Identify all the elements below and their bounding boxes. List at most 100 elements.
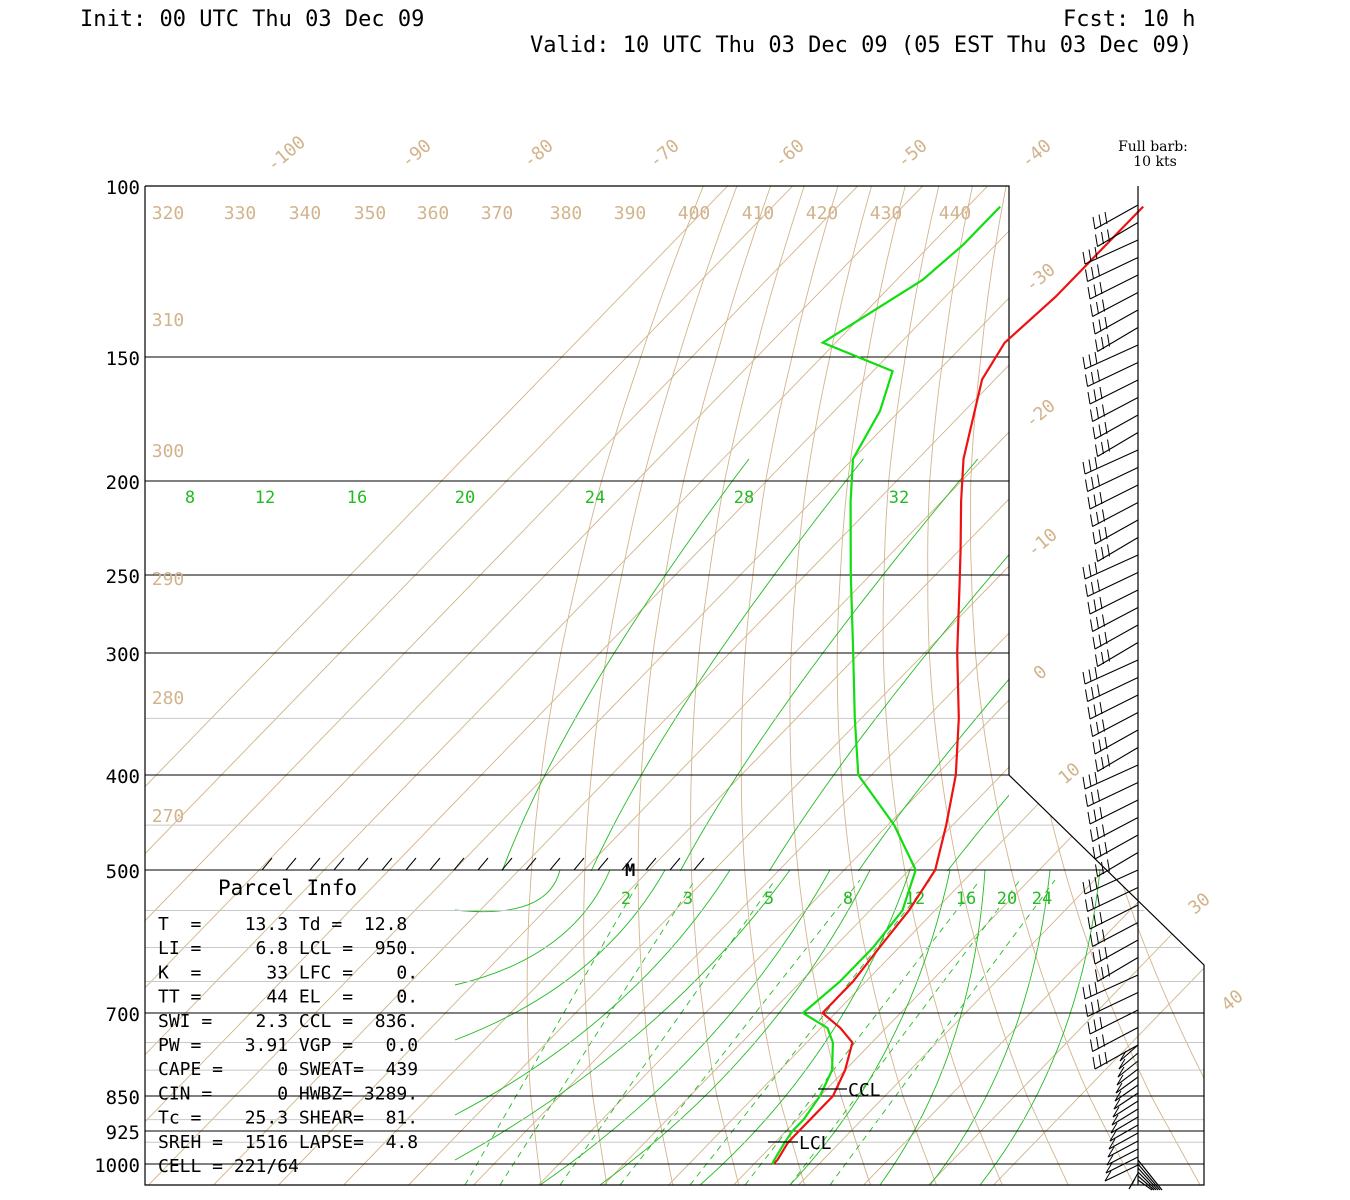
barb-flag	[1095, 339, 1098, 352]
barb-flag	[1082, 881, 1086, 895]
pressure-label: 300	[106, 644, 140, 666]
dry-adiabat	[1168, 186, 1204, 1185]
barb-flag	[1082, 251, 1086, 265]
barb-flag	[1092, 321, 1096, 335]
barb-flag	[1090, 829, 1093, 842]
barb-flag	[1104, 946, 1108, 960]
barb-flag	[1107, 544, 1110, 557]
barb-flag	[1101, 966, 1104, 980]
dry-adiabat	[1205, 142, 1350, 1185]
wind-barb	[1087, 257, 1139, 282]
barb-flag	[1082, 461, 1086, 475]
wind-barb	[1089, 694, 1139, 720]
mixing-ratio-lines-lower	[454, 870, 1101, 1185]
barb-flag	[1099, 386, 1103, 400]
pressure-label: 1000	[94, 1155, 140, 1177]
wind-barb	[1087, 677, 1139, 702]
barb-flag	[1093, 494, 1097, 507]
isotherm-line	[928, 186, 1204, 1185]
wind-barbs	[1082, 186, 1163, 1191]
lcl-label: LCL	[799, 1133, 832, 1154]
forecast-hour: Fcst: 10 h	[1063, 7, 1195, 32]
barb-flag	[1091, 476, 1094, 490]
theta-label: 340	[289, 203, 322, 224]
moist-adiabat-label: 12	[255, 488, 275, 508]
barb-flag	[1104, 1051, 1108, 1065]
barb-flag	[1110, 1122, 1118, 1134]
theta-label: 330	[224, 203, 257, 224]
barb-flag	[1087, 706, 1091, 720]
wind-barb	[1137, 1167, 1159, 1191]
theta-label: 440	[939, 203, 972, 224]
mixing-ratio-label: 3	[683, 889, 693, 909]
isotherm-label: -30	[1021, 259, 1059, 296]
isobar-hatch	[669, 857, 681, 871]
pressure-label: 100	[106, 177, 140, 199]
isotherm-line	[148, 186, 1162, 1185]
barb-flag	[1095, 444, 1098, 457]
barb-flag	[1098, 949, 1102, 962]
wind-barb	[1097, 642, 1139, 667]
barb-flag	[1092, 741, 1096, 755]
barb-flag	[1099, 701, 1103, 715]
theta-label: 350	[354, 203, 387, 224]
moist-adiabat	[501, 458, 750, 871]
barb-flag	[1098, 529, 1102, 542]
barb-flag	[1101, 336, 1104, 350]
moist-adiabat	[454, 870, 666, 1041]
barb-flag	[1087, 601, 1091, 615]
dry-adiabat	[740, 186, 853, 1185]
isotherm-line	[473, 186, 1204, 1185]
isobar-hatch	[549, 857, 561, 871]
barb-flag	[1082, 776, 1086, 790]
barb-flag	[1099, 806, 1103, 820]
barb-flag	[1085, 689, 1088, 702]
wind-barb	[1097, 747, 1139, 772]
barb-note-line1: Full barb:	[1118, 139, 1188, 155]
theta-label: 280	[152, 688, 185, 709]
barb-flag	[1096, 721, 1099, 735]
mixing-ratio-label: 24	[1032, 889, 1052, 909]
barb-flag	[1097, 264, 1100, 277]
mixing-ratio-line	[499, 879, 696, 1185]
barb-flag	[1094, 561, 1098, 575]
barb-flag	[1087, 391, 1091, 405]
init-time: Init: 00 UTC Thu 03 Dec 09	[80, 7, 424, 32]
isotherm-label: 10	[1054, 759, 1084, 789]
barb-flag	[1098, 1054, 1102, 1067]
wind-barb	[1114, 1084, 1139, 1102]
barb-flag	[1094, 351, 1098, 365]
barb-flag	[1095, 969, 1098, 982]
theta-label: 430	[870, 203, 903, 224]
wind-barb	[1137, 1171, 1157, 1191]
mixing-ratio-label: 16	[956, 889, 976, 909]
pressure-label: 850	[106, 1087, 140, 1109]
barb-flag	[1109, 1130, 1117, 1142]
theta-label: 380	[550, 203, 583, 224]
isotherm-line	[603, 186, 1204, 1185]
barb-flag	[1104, 736, 1108, 750]
isobar-hatch	[261, 857, 273, 871]
barb-flag	[1093, 704, 1097, 717]
isotherm-line	[733, 186, 1204, 1185]
wind-barb	[1092, 712, 1139, 737]
barb-flag	[1094, 771, 1098, 785]
wind-barb	[1097, 537, 1139, 562]
isobar-hatch	[453, 857, 465, 871]
wind-barb	[1108, 1132, 1139, 1150]
wind-barb	[1097, 327, 1139, 352]
isotherm-label: -40	[1017, 135, 1055, 172]
mixing-ratio-line	[464, 879, 641, 1185]
mixing-ratio-line	[689, 879, 931, 1185]
wind-barb	[1115, 1076, 1139, 1094]
theta-label: 420	[806, 203, 839, 224]
dry-adiabat	[1309, 142, 1350, 1185]
isobar-hatch	[285, 857, 297, 871]
barb-flag	[1091, 371, 1094, 385]
parcel-info-title: Parcel Info	[218, 876, 357, 900]
mixing-ratio-label: 2	[621, 889, 631, 909]
barb-flag	[1085, 374, 1088, 387]
barb-flag	[1102, 509, 1105, 522]
dry-adiabat	[1092, 186, 1204, 1185]
parcel-info-line: SWI = 2.3 CCL = 836.	[158, 1011, 418, 1032]
